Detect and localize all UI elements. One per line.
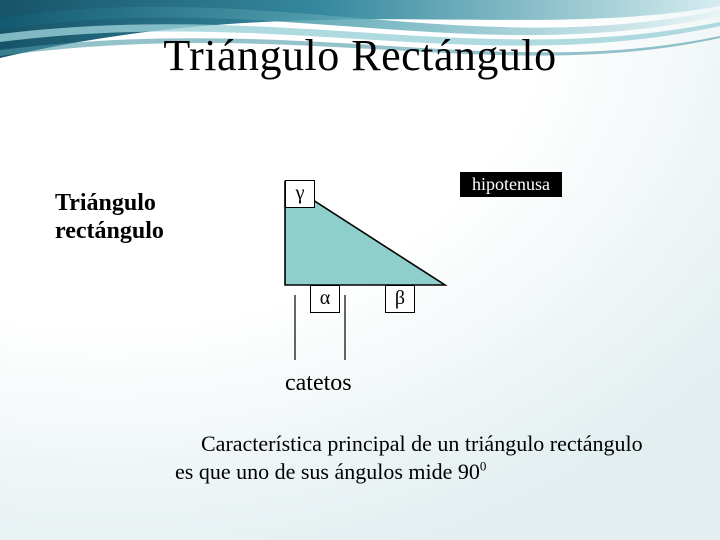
angle-alpha-box: α [310, 285, 340, 313]
side-label-line1: Triángulo [55, 190, 156, 216]
triangle-type-label: Triángulo rectángulo [55, 190, 215, 245]
side-label-line2: rectángulo [55, 218, 164, 244]
angle-gamma-box: γ [285, 180, 315, 208]
slide-title: Triángulo Rectángulo [0, 30, 720, 81]
description-text: Característica principal de un triángulo… [175, 430, 655, 485]
description-exponent: 0 [480, 458, 487, 473]
angle-beta-box: β [385, 285, 415, 313]
legs-label: catetos [285, 370, 352, 397]
hypotenuse-label: hipotenusa [460, 172, 562, 197]
triangle-diagram: hipotenusa γ α β catetos [275, 170, 595, 430]
description-body: Característica principal de un triángulo… [175, 431, 643, 484]
